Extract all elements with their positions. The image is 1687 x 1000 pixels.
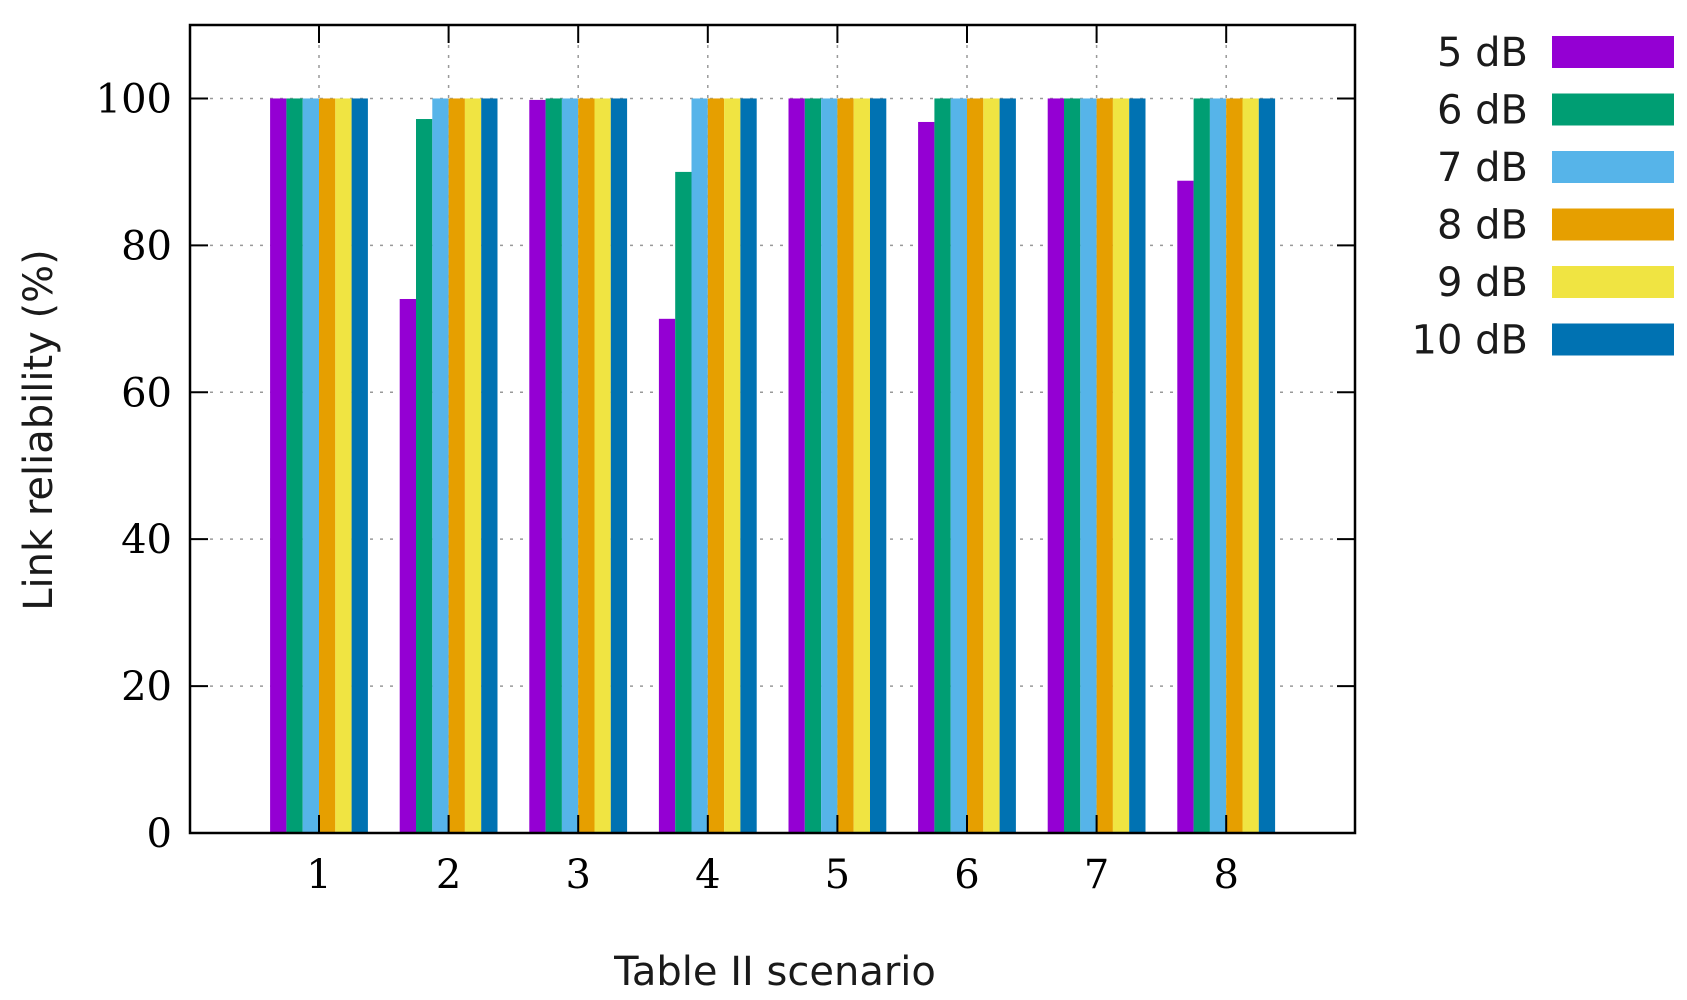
legend-swatch: [1552, 93, 1674, 126]
bar: [481, 98, 498, 834]
bar: [1193, 98, 1210, 834]
bar: [545, 98, 562, 834]
x-tick-label: 2: [436, 852, 461, 898]
legend-swatch: [1552, 208, 1674, 241]
bar: [1177, 180, 1194, 833]
bar: [529, 99, 546, 833]
x-tick-label: 4: [695, 852, 720, 898]
y-axis-title: Link reliability (%): [16, 249, 62, 611]
bar: [804, 98, 822, 834]
bar: [1258, 98, 1276, 834]
tick-labels: 0 20 40 60 80 100 1 2 3 4 5 6 7 8: [96, 76, 1239, 898]
bar: [302, 98, 319, 834]
legend-swatch: [1552, 36, 1674, 68]
bar: [950, 98, 967, 834]
bar: [691, 98, 708, 834]
bar: [870, 98, 887, 834]
bar: [788, 98, 805, 834]
bar: [399, 298, 416, 833]
bars: [270, 98, 1276, 834]
bar: [1047, 98, 1064, 834]
legend-swatch: [1552, 266, 1674, 298]
x-tick-label: 1: [306, 852, 331, 898]
legend-label: 6 dB: [1437, 88, 1528, 134]
bar: [675, 171, 692, 834]
bar: [821, 98, 838, 834]
legend-label: 10 dB: [1412, 318, 1528, 364]
bar: [432, 98, 449, 834]
bar: [286, 98, 303, 834]
bar: [464, 98, 482, 834]
bar: [1096, 98, 1113, 834]
bar: [610, 98, 628, 834]
bar: [1226, 98, 1243, 834]
bar: [1129, 98, 1146, 834]
x-tick-label: 8: [1213, 852, 1238, 898]
bar: [561, 98, 579, 834]
bar: [853, 98, 870, 834]
y-tick-label: 40: [121, 517, 172, 563]
plot-frame: [188, 23, 1357, 835]
legend-label: 8 dB: [1437, 203, 1528, 249]
bar: [934, 98, 951, 834]
y-tick-label: 0: [147, 811, 172, 857]
bar: [1112, 98, 1130, 834]
bar: [319, 98, 336, 834]
bar: [416, 119, 433, 833]
y-tick-label: 80: [121, 223, 172, 269]
y-tick-label: 20: [121, 664, 172, 710]
bar: [448, 98, 465, 834]
bar: [918, 121, 935, 833]
bar: [658, 318, 676, 833]
bar: [707, 98, 725, 834]
x-tick-label: 6: [954, 852, 979, 898]
bar: [837, 98, 854, 834]
legend-swatch: [1552, 151, 1674, 183]
y-tick-label: 60: [121, 370, 172, 416]
bar: [1209, 98, 1227, 834]
grid: [190, 25, 1355, 833]
x-axis-title: Table II scenario: [613, 949, 936, 995]
bar: [740, 98, 757, 834]
bar: [578, 98, 595, 834]
bar: [1064, 98, 1081, 834]
legend-swatch: [1552, 323, 1674, 356]
x-tick-label: 7: [1084, 852, 1109, 898]
bar: [724, 98, 741, 834]
legend-label: 9 dB: [1437, 260, 1528, 306]
x-tick-label: 5: [825, 852, 850, 898]
legend-label: 5 dB: [1437, 30, 1528, 76]
bar: [1242, 98, 1259, 834]
bar: [270, 98, 287, 834]
legend-label: 7 dB: [1437, 145, 1528, 191]
bar: [999, 98, 1016, 834]
legend: 5 dB 6 dB 7 dB 8 dB 9 dB 10 dB: [1412, 30, 1674, 364]
bar: [1080, 98, 1097, 834]
bar: [983, 98, 1000, 834]
axes: [188, 23, 1357, 835]
bar: [335, 98, 352, 834]
bar: [967, 98, 984, 834]
x-tick-label: 3: [565, 852, 590, 898]
bar: [594, 98, 611, 834]
y-tick-label: 100: [96, 76, 172, 122]
bar: [351, 98, 368, 834]
